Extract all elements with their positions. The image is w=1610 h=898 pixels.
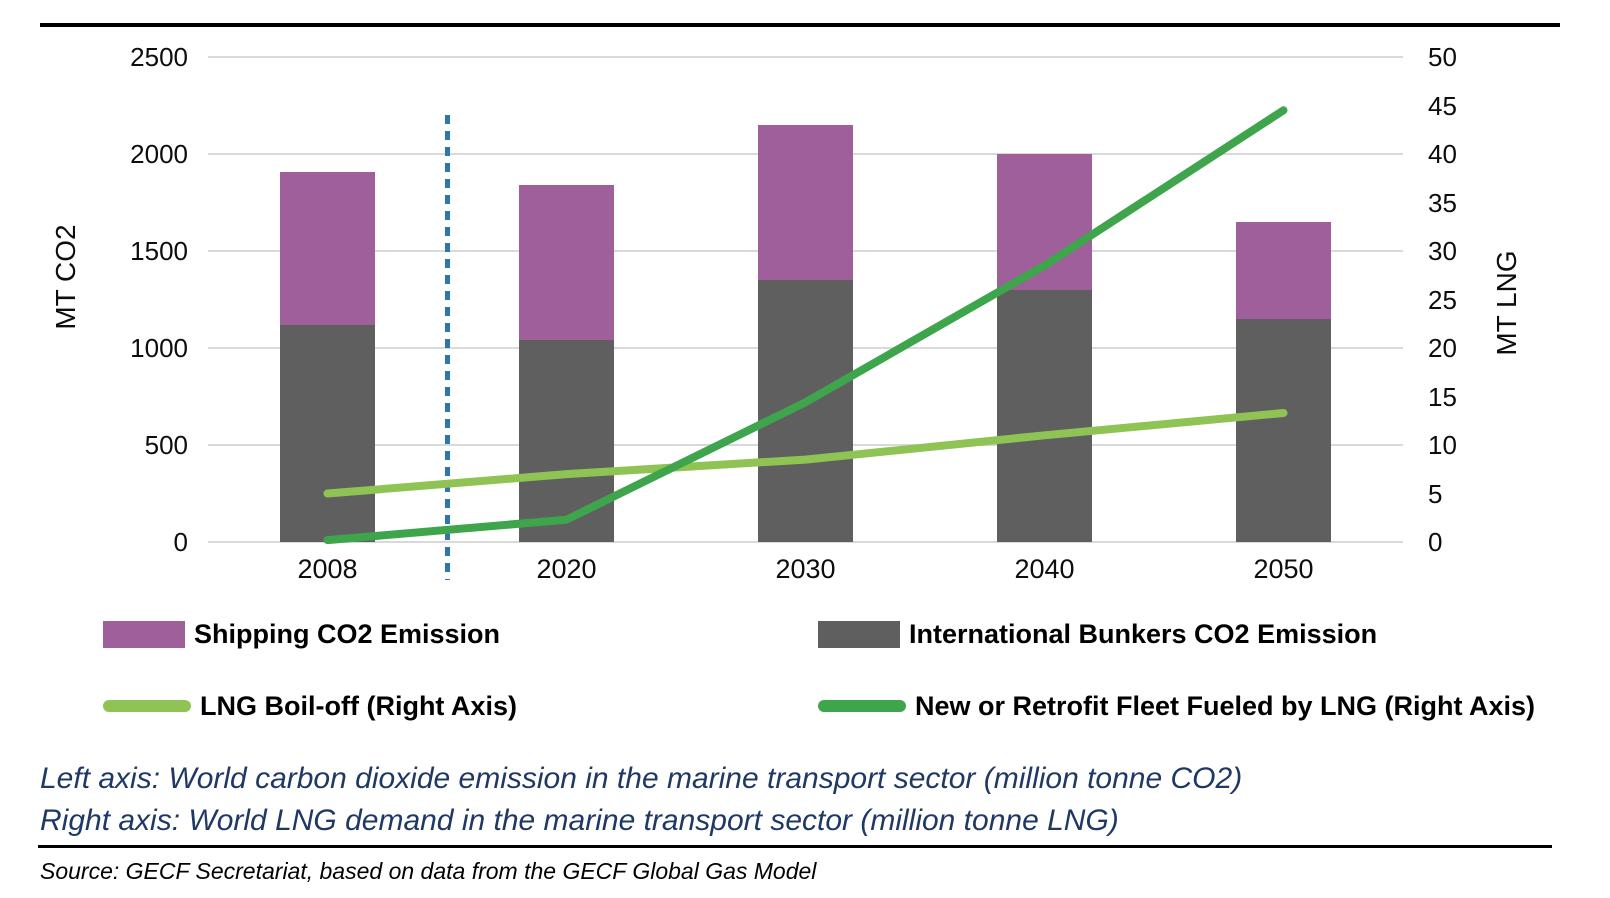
right-axis-tick-label: 35 <box>1428 187 1457 218</box>
bar-segment-bunkers-2050 <box>1236 318 1331 542</box>
right-axis-tick-label: 0 <box>1428 527 1443 557</box>
left-axis-tick-label: 500 <box>144 430 188 460</box>
co2-lng-combo-chart: MT CO2 MT LNG 0 500 1000 1500 2000 2500 0 5 10 1… <box>50 42 1522 584</box>
left-axis-caption: Left axis: World carbon dioxide emission… <box>40 762 1243 795</box>
right-axis-tick-label: 40 <box>1428 139 1457 169</box>
bar-segment-shipping-2020 <box>519 185 614 341</box>
left-axis-title: MT CO2 <box>50 224 81 330</box>
bar-segment-shipping-2050 <box>1236 221 1331 319</box>
left-axis-tick-label: 1000 <box>130 333 188 363</box>
gridline <box>208 541 1403 543</box>
right-axis-tick-label: 50 <box>1428 42 1457 72</box>
right-axis-tick-label: 15 <box>1428 381 1457 412</box>
bar-segment-bunkers-2030 <box>758 280 853 542</box>
legend-label: Shipping CO2 Emission <box>194 618 501 649</box>
bar-segment-shipping-2008 <box>280 171 375 325</box>
left-axis-tick-label: 0 <box>173 527 188 557</box>
legend-label: LNG Boil-off (Right Axis) <box>200 690 517 721</box>
line-series-layer <box>323 106 1288 545</box>
dashed-divider-line <box>444 115 450 580</box>
axis-captions: Left axis: World carbon dioxide emission… <box>40 758 1580 842</box>
x-axis-label-2040: 2040 <box>1014 554 1075 584</box>
legend-label: International Bunkers CO2 Emission <box>909 618 1378 649</box>
gridline <box>208 56 1403 58</box>
legend-item: International Bunkers CO2 Emission <box>818 616 1535 652</box>
legend-bar-swatch <box>818 620 900 648</box>
x-axis-label-2050: 2050 <box>1253 554 1314 584</box>
x-axis-label-2020: 2020 <box>536 554 597 584</box>
right-axis-tick-label: 20 <box>1428 333 1457 363</box>
left-axis-tick-label: 2500 <box>130 42 188 72</box>
bar-segment-shipping-2030 <box>758 124 853 281</box>
legend-bar-swatch <box>103 620 185 648</box>
line-series-lng-boiloff <box>323 409 1288 498</box>
legend-item: LNG Boil-off (Right Axis) <box>103 688 818 724</box>
legend-label: New or Retrofit Fleet Fueled by LNG (Rig… <box>915 690 1536 721</box>
x-axis-label-2008: 2008 <box>297 554 358 584</box>
legend-item: New or Retrofit Fleet Fueled by LNG (Rig… <box>818 688 1535 724</box>
right-axis-tick-label: 10 <box>1428 430 1457 460</box>
legend-line-swatch <box>103 700 191 712</box>
right-axis-tick-label: 5 <box>1428 478 1443 509</box>
source-divider-rule <box>38 845 1552 848</box>
right-axis-caption: Right axis: World LNG demand in the mari… <box>40 804 1119 837</box>
right-axis-tick-label: 30 <box>1428 236 1457 266</box>
legend-item: Shipping CO2 Emission <box>103 616 818 652</box>
left-axis-tick-label: 1500 <box>130 236 188 266</box>
plot-area <box>208 56 1403 580</box>
bar-segment-bunkers-2008 <box>280 324 375 542</box>
line-series-lng-fleet <box>323 106 1288 545</box>
chart-legend: Shipping CO2 Emission International Bunke… <box>103 616 1535 724</box>
right-axis-tick-label: 45 <box>1428 90 1457 121</box>
source-text: Source: GECF Secretariat, based on data … <box>40 858 817 884</box>
top-border-rule <box>40 23 1560 27</box>
legend-line-swatch <box>818 700 906 712</box>
x-axis-label-2030: 2030 <box>775 554 836 584</box>
left-axis-tick-label: 2000 <box>130 139 188 169</box>
bar-segment-bunkers-2040 <box>997 289 1092 542</box>
right-axis-tick-label: 25 <box>1428 284 1457 315</box>
